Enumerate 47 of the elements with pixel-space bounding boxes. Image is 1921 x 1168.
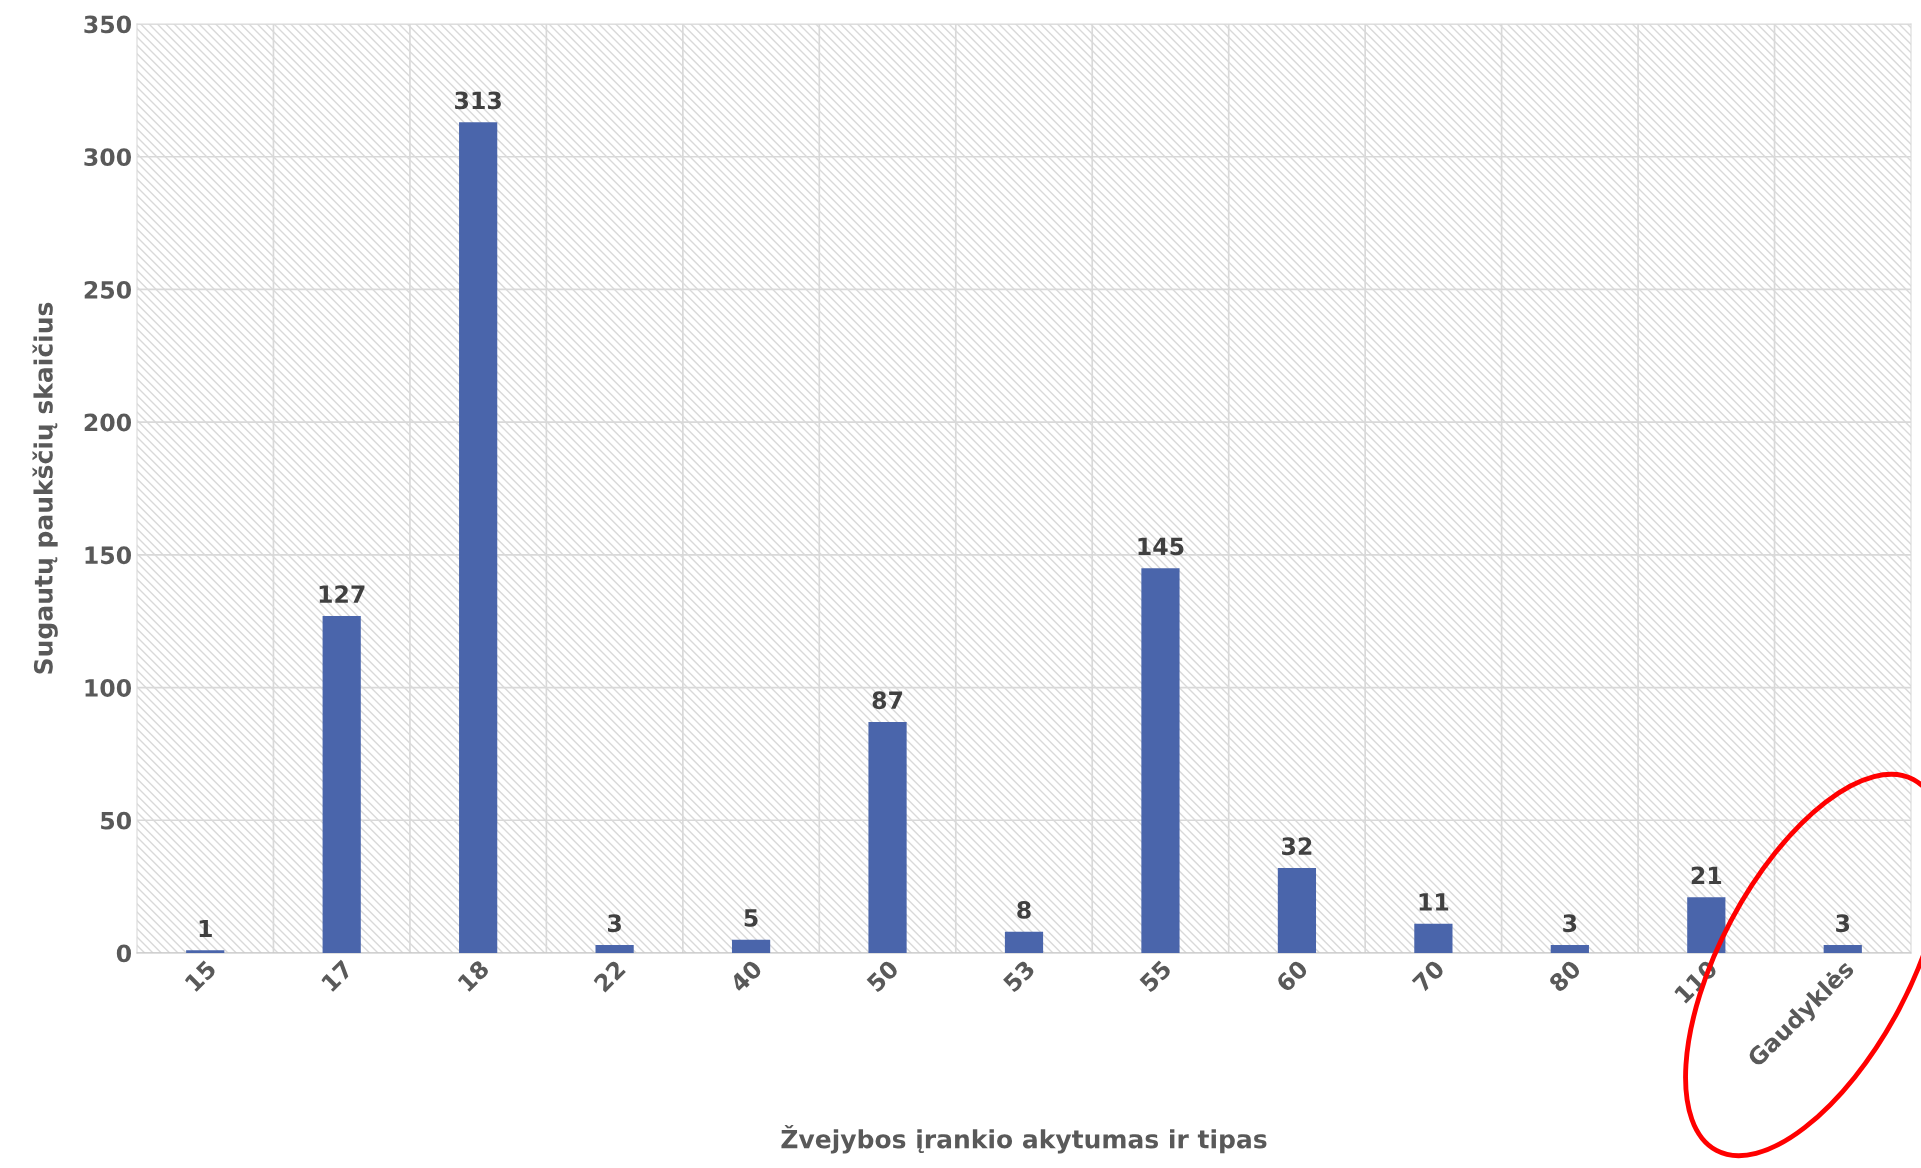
y-tick-label: 50 (101, 811, 132, 830)
bar (186, 950, 225, 953)
data-label: 11 (1419, 893, 1449, 911)
x-tick-label: 22 (593, 959, 626, 993)
bar (1141, 568, 1180, 953)
bar (1277, 868, 1317, 953)
data-label: 87 (872, 691, 903, 710)
bar (595, 945, 634, 953)
x-tick-label: 17 (320, 959, 354, 992)
x-tick-label: 53 (1002, 959, 1036, 993)
bar (1550, 945, 1589, 953)
x-tick-label: 50 (865, 958, 900, 993)
y-tick-label: 200 (84, 413, 132, 432)
data-label: 1 (199, 919, 212, 938)
bar (731, 939, 771, 953)
x-tick-label: 55 (1139, 959, 1173, 993)
bar (459, 122, 498, 953)
y-tick-label: 350 (84, 15, 132, 34)
data-label: 145 (1138, 537, 1184, 556)
y-tick-label: 150 (85, 546, 132, 565)
bar (1414, 923, 1453, 953)
data-label: 32 (1282, 837, 1312, 856)
x-tick-label: 40 (728, 958, 764, 994)
data-label: 3 (1836, 914, 1850, 933)
bar (1004, 931, 1044, 953)
data-label: 313 (455, 91, 501, 110)
y-tick-label: 250 (84, 280, 132, 299)
x-tick-label: 15 (184, 959, 217, 993)
x-axis-title: Žvejybos įrankio akytumas ir tipas (781, 1125, 1267, 1154)
data-label: 5 (744, 909, 758, 927)
data-label: 21 (1691, 866, 1722, 885)
data-label: 3 (607, 914, 621, 933)
y-axis-title: Sugautų paukščių skaičius (32, 302, 58, 674)
y-tick-label: 300 (84, 148, 132, 167)
x-tick-label: 80 (1547, 958, 1582, 993)
y-tick-label: 100 (85, 679, 132, 697)
bar (1687, 897, 1726, 953)
bar (1823, 945, 1862, 953)
data-label: 8 (1017, 901, 1031, 919)
x-tick-label: 60 (1275, 958, 1310, 993)
data-label: 127 (319, 585, 365, 603)
y-tick-label: 0 (116, 944, 132, 963)
bar (868, 722, 907, 953)
bar (322, 615, 361, 953)
data-label: 3 (1563, 914, 1577, 933)
x-tick-label: 18 (457, 959, 491, 993)
x-tick-label: 70 (1411, 958, 1446, 993)
